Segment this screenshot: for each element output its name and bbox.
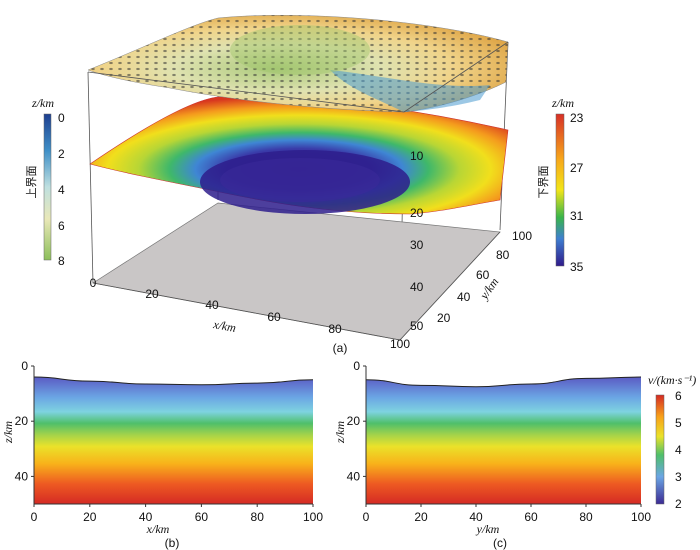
z-tick: 10 (410, 149, 424, 163)
y-tick-label: 40 (15, 469, 29, 483)
x-axis-label: x/km (211, 317, 237, 335)
colorbar-tick: 5 (675, 416, 682, 430)
colorbar-tick: 0 (58, 111, 65, 125)
colorbar-tick: 27 (570, 161, 584, 175)
y-tick-label: 0 (21, 359, 28, 373)
y-tick-label: 20 (347, 414, 361, 428)
panel-b-label: (b) (165, 536, 180, 550)
top-boundary-line (33, 376, 314, 386)
z-tick: 40 (410, 280, 424, 294)
x-tick-label: 100 (303, 510, 323, 524)
velocity-field (366, 377, 641, 504)
x-tick: 100 (390, 337, 410, 351)
velocity-field (34, 377, 313, 504)
upper-colorbar: z/km 0 2 4 6 8 上界面 (25, 96, 65, 268)
y-axis-label: z/km (1, 421, 15, 444)
x-tick: 20 (145, 287, 159, 301)
colorbar-tick: 8 (58, 254, 65, 268)
x-tick-label: 40 (469, 510, 483, 524)
x-tick-label: 0 (31, 510, 38, 524)
y-tick-label: 20 (15, 414, 29, 428)
colorbar-tick: 2 (58, 147, 65, 161)
colorbar-tick: 31 (570, 209, 584, 223)
top-boundary-line (365, 376, 642, 388)
z-axis: 10 20 30 40 50 (410, 149, 424, 333)
colorbar-name: 下界面 (537, 166, 550, 199)
x-tick-label: 20 (83, 510, 97, 524)
x-tick-label: 0 (363, 510, 370, 524)
x-axis-label: y/km (476, 522, 500, 536)
y-tick: 20 (437, 311, 451, 325)
panel-c: 0 20 40 60 80 100 0 20 40 y/km z/km (c) (333, 359, 651, 550)
x-axis-label: x/km (146, 522, 170, 536)
x-tick: 0 (90, 276, 97, 290)
panel-c-label: (c) (493, 536, 507, 550)
y-tick: 80 (496, 248, 510, 262)
x-tick: 40 (205, 298, 219, 312)
colorbar-tick: 6 (58, 219, 65, 233)
x-axis: 0 20 40 60 80 100 x/km (90, 276, 411, 351)
colorbar-title: z/km (31, 96, 54, 110)
y-tick: 100 (512, 229, 532, 243)
y-axis-label: z/km (333, 421, 347, 444)
colorbar-tick: 6 (675, 389, 682, 403)
colorbar-tick: 35 (570, 260, 584, 274)
colorbar-tick: 23 (570, 111, 584, 125)
colorbar-name: 上界面 (25, 166, 38, 199)
velocity-colorbar: v/(km·s⁻¹) 6 5 4 3 2 (648, 373, 696, 511)
y-tick-label: 0 (353, 359, 360, 373)
x-tick-label: 60 (524, 510, 538, 524)
colorbar-tick: 3 (675, 470, 682, 484)
colorbar-tick: 4 (675, 443, 682, 457)
panel-a-label: (a) (333, 341, 348, 355)
x-tick: 80 (328, 322, 342, 336)
colorbar-tick: 4 (58, 183, 65, 197)
x-tick-label: 80 (579, 510, 593, 524)
panel-b: 0 20 40 60 80 100 0 20 40 x/km z/km (b) (1, 359, 323, 550)
colorbar-tick: 2 (675, 497, 682, 511)
x-tick-label: 100 (631, 510, 651, 524)
y-tick: 60 (476, 268, 490, 282)
x-tick: 60 (267, 310, 281, 324)
x-tick-label: 40 (139, 510, 153, 524)
colorbar-title: z/km (551, 96, 574, 110)
lower-colorbar: z/km 23 27 31 35 下界面 (537, 96, 584, 274)
z-tick: 30 (410, 238, 424, 252)
z-tick: 20 (410, 206, 424, 220)
y-tick: 40 (457, 290, 471, 304)
x-tick-label: 80 (251, 510, 265, 524)
y-tick-label: 40 (347, 469, 361, 483)
colorbar-title: v/(km·s⁻¹) (648, 373, 696, 387)
panel-a: 10 20 30 40 50 0 20 40 60 80 100 x/km 20… (25, 15, 584, 355)
x-tick-label: 20 (414, 510, 428, 524)
x-tick-label: 60 (195, 510, 209, 524)
z-tick: 50 (410, 319, 424, 333)
